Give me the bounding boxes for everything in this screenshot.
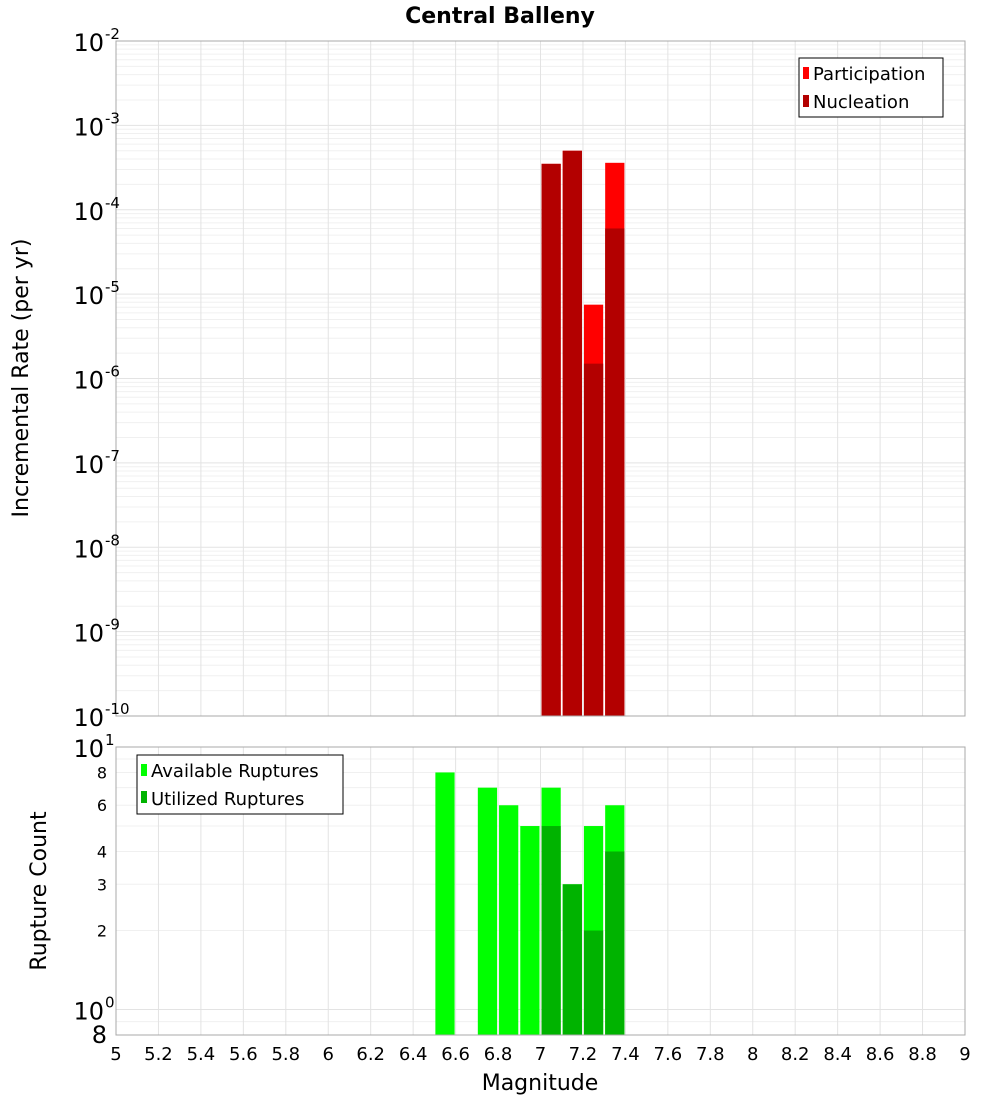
- x-tick-label: 8.8: [908, 1044, 937, 1065]
- x-tick-label: 7.2: [569, 1044, 598, 1065]
- x-tick-label: 5.4: [187, 1044, 216, 1065]
- available-ruptures-bar: [499, 805, 519, 1035]
- rate-y-tick-exponent: -10: [105, 700, 130, 718]
- rate-y-tick-exponent: -7: [105, 447, 120, 465]
- count-y-tick-exponent: 1: [105, 731, 115, 749]
- participation-legend-swatch: [803, 67, 809, 79]
- utilized-ruptures-bar: [562, 884, 582, 1035]
- chart-title: Central Balleny: [405, 4, 595, 29]
- utilized-ruptures-legend-swatch: [141, 791, 147, 803]
- nucleation-bar: [541, 163, 561, 717]
- rate-y-tick-exponent: -8: [105, 531, 120, 549]
- x-tick-label: 6.6: [441, 1044, 470, 1065]
- x-tick-label: 6.2: [356, 1044, 385, 1065]
- count-plot-bars: [435, 772, 625, 1035]
- magnitude-x-tick-labels: 5 5.2 5.4 5.6 5.8 6 6.2 6.4 6.6 6.8 7 7.2 7.4 7.6 7.8 8…: [110, 1044, 970, 1065]
- nucleation-bar: [583, 363, 604, 716]
- count-y-tick-label: 10: [73, 735, 104, 763]
- rate-y-tick-exponent: -4: [105, 194, 120, 212]
- count-y-minor-tick-label: 3: [97, 875, 107, 894]
- x-tick-label: 5.8: [271, 1044, 300, 1065]
- available-ruptures-bar: [520, 826, 540, 1035]
- count-y-minor-tick-label: 2: [97, 922, 107, 941]
- count-legend-box: [136, 754, 344, 815]
- count-y-tick-label-bottom: 8: [92, 1021, 107, 1049]
- rate-plot-grid: [115, 40, 966, 717]
- utilized-ruptures-legend-label: Utilized Ruptures: [151, 789, 304, 810]
- count-plot-frame: [115, 746, 966, 1036]
- rate-plot-bars: [541, 150, 625, 717]
- rate-y-tick-label: 10: [73, 198, 104, 226]
- count-y-tick-label: 10: [73, 998, 104, 1026]
- available-ruptures-bar: [477, 787, 498, 1035]
- count-y-minor-tick-label: 8: [97, 763, 107, 782]
- x-tick-label: 7.6: [654, 1044, 683, 1065]
- count-y-minor-tick-label: 4: [97, 842, 107, 861]
- rate-y-tick-exponent: -6: [105, 363, 120, 381]
- rate-y-tick-exponent: -3: [105, 109, 120, 127]
- x-tick-label: 8.2: [781, 1044, 810, 1065]
- x-tick-label: 7.4: [611, 1044, 640, 1065]
- count-legend: Available Ruptures Utilized Ruptures: [136, 754, 344, 815]
- x-tick-label: 8.4: [823, 1044, 852, 1065]
- rate-y-tick-exponent: -9: [105, 616, 120, 634]
- count-y-axis-label: Rupture Count: [27, 811, 52, 971]
- available-ruptures-legend-swatch: [141, 764, 147, 776]
- rate-legend: Participation Nucleation: [798, 57, 944, 118]
- utilized-ruptures-bar: [583, 930, 604, 1035]
- rate-y-tick-label: 10: [73, 282, 104, 310]
- rate-y-tick-label: 10: [73, 451, 104, 479]
- x-tick-label: 7.8: [696, 1044, 725, 1065]
- x-tick-label: 8.6: [866, 1044, 895, 1065]
- x-tick-label: 8: [747, 1044, 758, 1065]
- x-axis-label: Magnitude: [482, 1071, 599, 1096]
- rate-y-tick-labels: 10-210-310-410-510-610-710-810-910-10: [73, 25, 129, 732]
- x-tick-label: 5: [110, 1044, 121, 1065]
- x-tick-label: 5.2: [144, 1044, 173, 1065]
- rate-y-tick-label: 10: [73, 704, 104, 732]
- count-y-tick-exponent: 0: [105, 994, 115, 1012]
- available-ruptures-legend-label: Available Ruptures: [151, 761, 319, 782]
- utilized-ruptures-bar: [605, 851, 625, 1035]
- x-tick-label: 6.8: [484, 1044, 513, 1065]
- x-tick-label: 7: [535, 1044, 546, 1065]
- rate-y-tick-exponent: -5: [105, 278, 120, 296]
- count-y-minor-tick-label: 6: [97, 796, 107, 815]
- nucleation-legend-label: Nucleation: [813, 92, 909, 113]
- nucleation-legend-swatch: [803, 95, 809, 107]
- available-ruptures-bar: [435, 772, 455, 1035]
- nucleation-bar: [605, 228, 625, 716]
- rate-y-tick-exponent: -2: [105, 25, 120, 43]
- participation-legend-label: Participation: [813, 64, 925, 85]
- rate-y-axis-label: Incremental Rate (per yr): [9, 239, 34, 518]
- x-tick-label: 9: [959, 1044, 970, 1065]
- nucleation-bar: [562, 150, 582, 716]
- x-tick-label: 6: [323, 1044, 334, 1065]
- x-tick-label: 6.4: [399, 1044, 428, 1065]
- rate-y-tick-label: 10: [73, 367, 104, 395]
- rate-y-tick-label: 10: [73, 620, 104, 648]
- rate-y-tick-label: 10: [73, 535, 104, 563]
- rate-plot: 10-210-310-410-510-610-710-810-910-10 In…: [9, 25, 966, 732]
- rate-y-tick-label: 10: [73, 113, 104, 141]
- rate-y-tick-label: 10: [73, 29, 104, 57]
- rate-plot-frame: [115, 40, 966, 717]
- x-tick-label: 5.6: [229, 1044, 258, 1065]
- rate-legend-box: [798, 57, 944, 118]
- utilized-ruptures-bar: [541, 826, 561, 1035]
